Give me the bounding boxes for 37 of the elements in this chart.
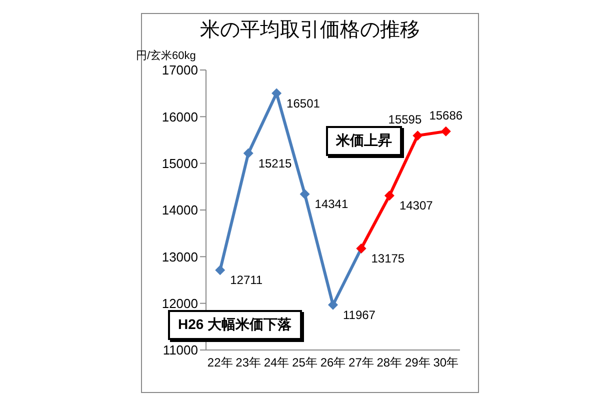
chart-title: 米の平均取引価格の推移 (199, 18, 421, 43)
x-tick-label: 30年 (433, 356, 459, 370)
data-label: 11967 (343, 308, 376, 322)
y-tick-label: 12000 (162, 296, 198, 311)
data-label: 13175 (371, 252, 405, 266)
point (243, 148, 254, 158)
x-tick-label: 22年 (207, 356, 233, 370)
point (328, 300, 338, 310)
x-tick-label: 28年 (376, 356, 402, 370)
x-tick-label: 26年 (320, 356, 346, 370)
x-tick-label: 23年 (236, 356, 262, 370)
data-label: 15686 (429, 108, 463, 122)
data-label: 15215 (258, 156, 292, 170)
y-tick-label: 11000 (162, 342, 198, 358)
x-tick-label: 29年 (404, 356, 430, 370)
data-label: 16501 (286, 96, 320, 110)
y-tick-label: 17000 (162, 62, 198, 78)
x-tick-label: 24年 (264, 356, 290, 370)
data-label: 14307 (399, 198, 434, 213)
annotation: 米価上昇 (326, 126, 402, 156)
point (384, 190, 394, 201)
data-label: 12711 (230, 273, 263, 288)
y-tick-label: 15000 (162, 156, 198, 171)
x-tick-label: 25年 (292, 356, 318, 370)
data-label: 15595 (388, 112, 422, 127)
annotation: H26 大幅米価下落 (168, 310, 302, 340)
point (215, 265, 226, 276)
data-label: 14341 (314, 197, 348, 212)
y-tick-label: 16000 (162, 109, 198, 124)
x-tick-label: 27年 (348, 356, 374, 370)
y-tick-label: 13000 (162, 249, 198, 264)
point (272, 88, 282, 98)
y-axis-title: 円/玄米60kg (136, 48, 196, 63)
point (440, 126, 451, 136)
y-tick-label: 14000 (162, 202, 198, 218)
point (300, 189, 310, 200)
point (412, 130, 423, 141)
